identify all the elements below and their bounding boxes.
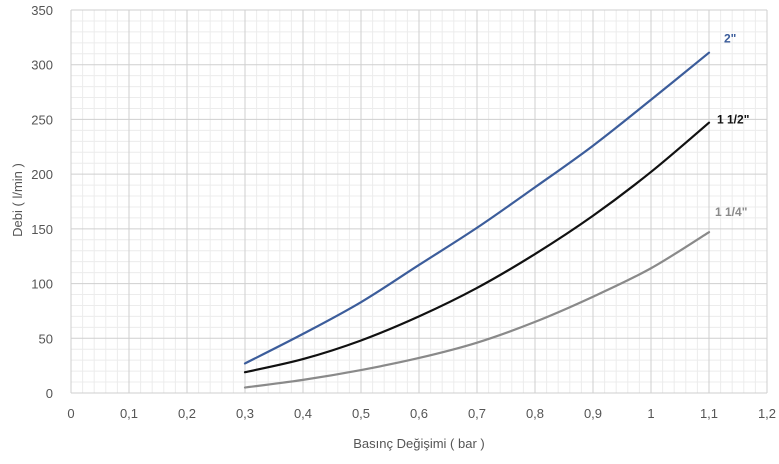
- y-tick-label: 100: [31, 277, 53, 292]
- y-tick-label: 0: [46, 386, 53, 401]
- x-tick-label: 0,5: [352, 406, 370, 421]
- major-grid: [70, 9, 768, 394]
- x-tick-label: 0,4: [294, 406, 312, 421]
- y-tick-label: 150: [31, 222, 53, 237]
- x-tick-label: 0,7: [468, 406, 486, 421]
- y-tick-label: 350: [31, 3, 53, 18]
- x-tick-label: 0,8: [526, 406, 544, 421]
- series-label: 2": [724, 32, 736, 46]
- x-tick-label: 1,1: [700, 406, 718, 421]
- series-lines: [243, 51, 711, 389]
- series-label: 1 1/2": [717, 113, 749, 127]
- series-line: [243, 231, 711, 389]
- x-tick-label: 0,1: [120, 406, 138, 421]
- x-tick-label: 0,3: [236, 406, 254, 421]
- y-tick-label: 50: [39, 331, 53, 346]
- y-tick-label: 200: [31, 167, 53, 182]
- x-tick-label: 0,9: [584, 406, 602, 421]
- x-axis-title: Basınç Değişimi ( bar ): [353, 436, 484, 451]
- x-tick-label: 1,2: [758, 406, 776, 421]
- y-axis-title: Debi ( l/min ): [10, 163, 25, 237]
- x-tick-label: 0,6: [410, 406, 428, 421]
- y-tick-label: 250: [31, 112, 53, 127]
- series-label: 1 1/4": [715, 205, 747, 219]
- y-tick-label: 300: [31, 58, 53, 73]
- y-axis-ticks: 0 50 100 150 200 250 300 350: [31, 3, 53, 401]
- x-tick-label: 0: [67, 406, 74, 421]
- x-tick-label: 0,2: [178, 406, 196, 421]
- x-axis-ticks: 0 0,1 0,2 0,3 0,4 0,5 0,6 0,7 0,8 0,9 1 1,1 1,2: [67, 406, 776, 421]
- series-line: [243, 51, 711, 365]
- series-line: [243, 121, 711, 374]
- x-tick-label: 1: [647, 406, 654, 421]
- series-labels: 2" 1 1/2" 1 1/4": [715, 32, 749, 219]
